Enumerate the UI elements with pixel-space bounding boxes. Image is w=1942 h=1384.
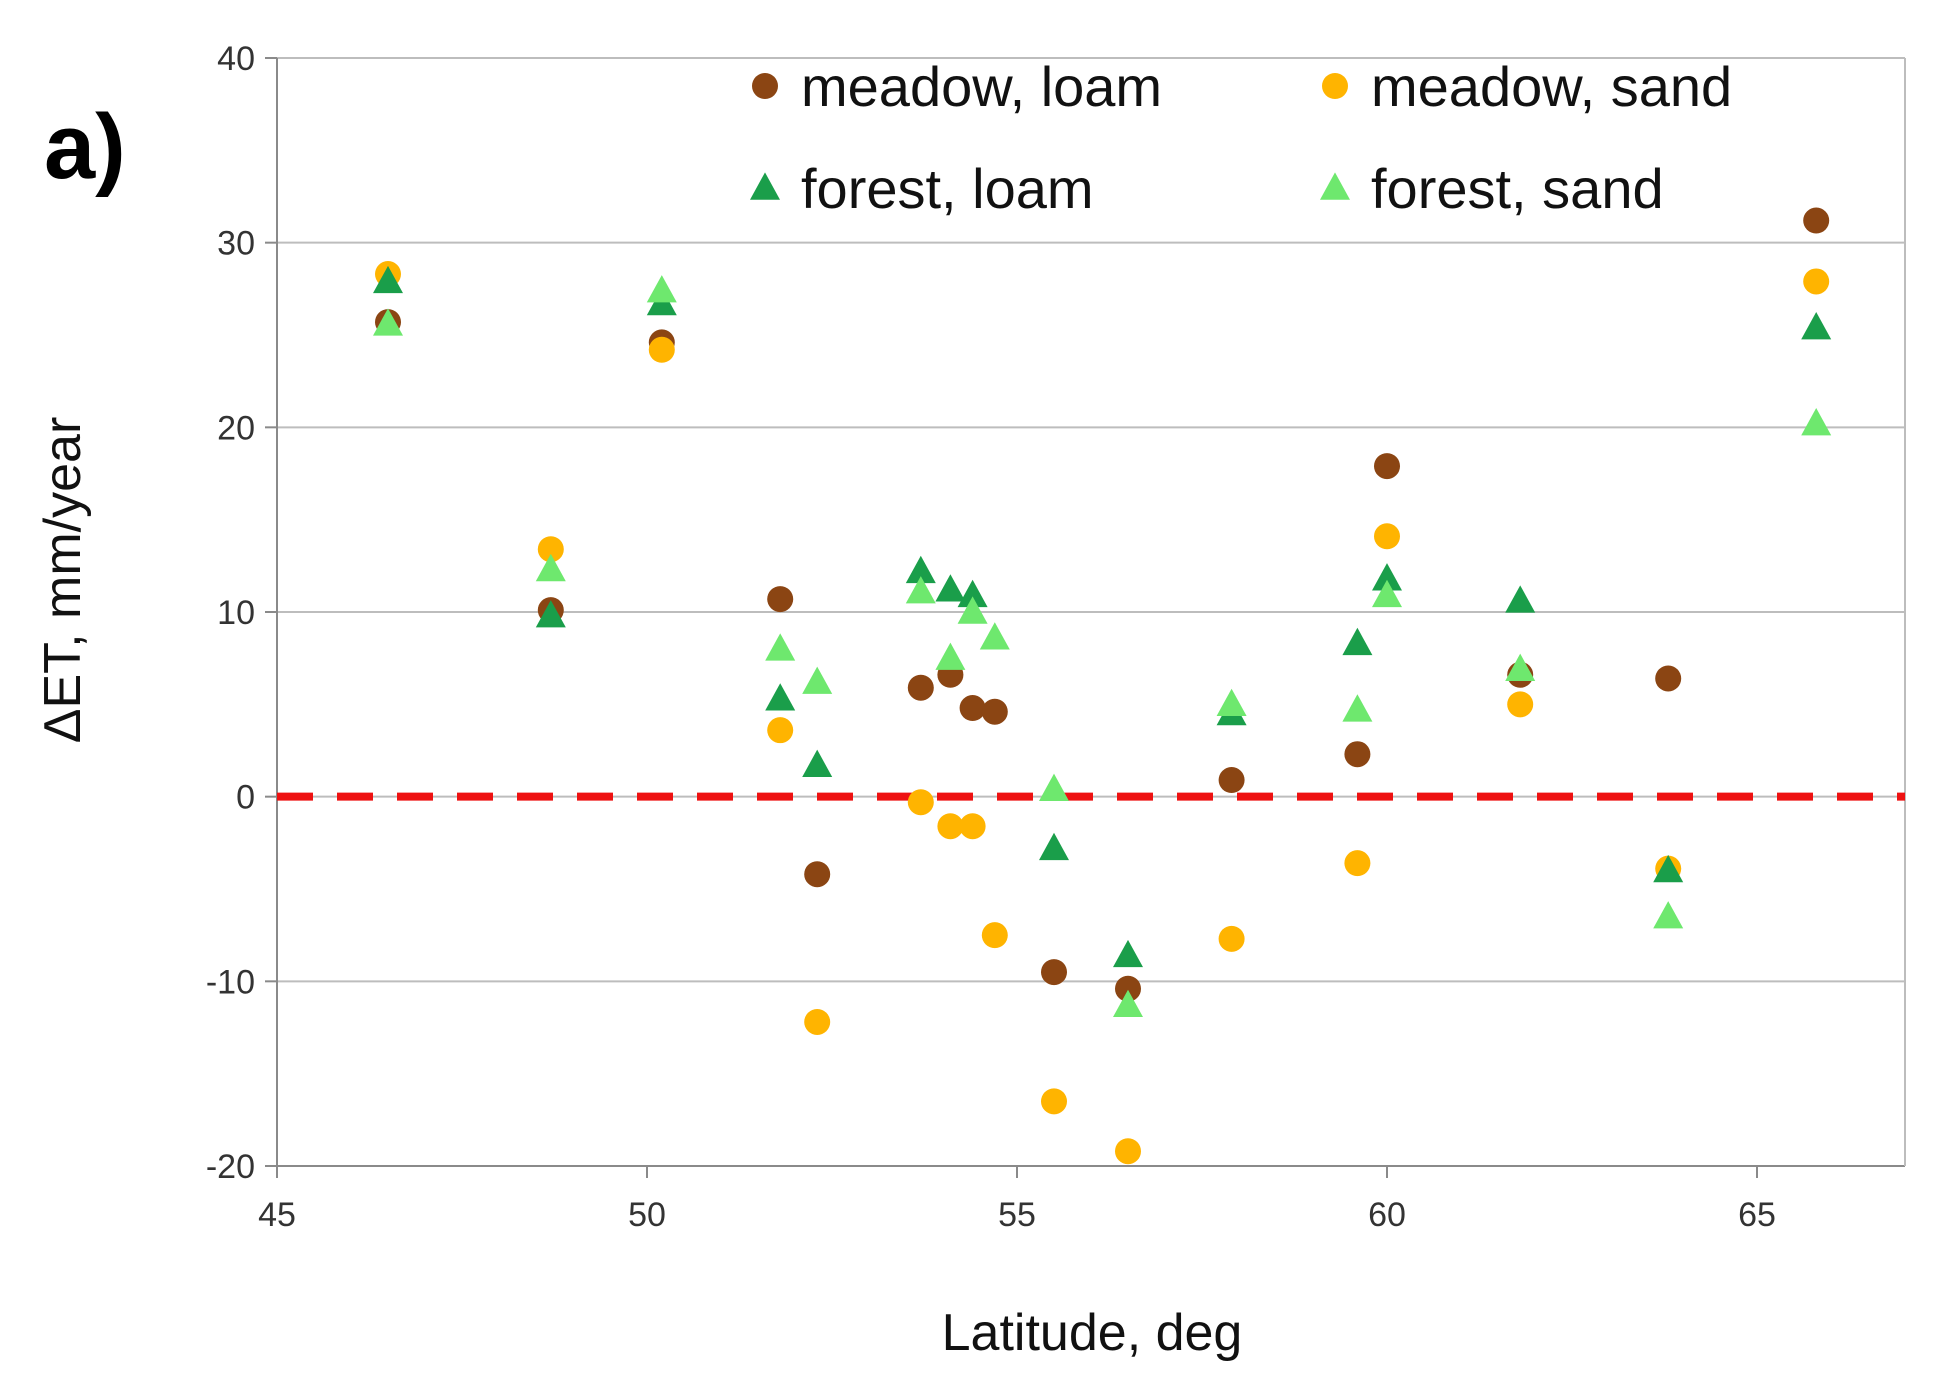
- circle-point: [981, 922, 1008, 949]
- circle-point: [1344, 741, 1371, 768]
- triangle-point: [373, 308, 403, 336]
- y-tick-label: 30: [217, 225, 255, 263]
- legend-item: forest, loam: [750, 157, 1094, 220]
- triangle-point: [1801, 312, 1832, 340]
- circle-point: [1041, 1088, 1067, 1115]
- triangle-point: [1113, 939, 1143, 968]
- legend: meadow, loam meadow, sand forest, loam fore…: [750, 55, 1732, 220]
- y-tick-label: 20: [217, 409, 255, 447]
- circle-point: [1655, 665, 1682, 692]
- circle-point: [1115, 1138, 1141, 1165]
- legend-label: forest, sand: [1371, 157, 1664, 220]
- circle-point: [907, 674, 934, 701]
- x-axis-title: Latitude, deg: [942, 1304, 1243, 1362]
- triangle-point: [1039, 773, 1069, 801]
- x-tick-label: 45: [258, 1196, 296, 1234]
- triangle-point: [905, 555, 936, 584]
- legend-label: forest, loam: [801, 157, 1094, 220]
- triangle-point: [1653, 901, 1684, 929]
- triangle-point: [1801, 408, 1832, 436]
- circle-point: [1803, 268, 1830, 295]
- triangle-point: [802, 666, 833, 694]
- triangle-point: [935, 642, 966, 670]
- legend-item: forest, sand: [1320, 157, 1664, 220]
- circle-point: [1115, 975, 1141, 1002]
- axes: [265, 57, 1906, 1178]
- circle-point: [1374, 453, 1400, 480]
- circle-point: [767, 586, 794, 613]
- legend-triangle-marker: [1320, 172, 1350, 200]
- circle-point: [1507, 691, 1534, 718]
- circle-point: [907, 789, 934, 816]
- data-points: [373, 207, 1832, 1165]
- series-0: [375, 207, 1830, 1002]
- tick-labels: -20 -10 0 10 20 30 40 45 50 55 60 65: [206, 40, 1776, 1234]
- legend-triangle-marker: [750, 172, 780, 200]
- triangle-point: [979, 622, 1010, 650]
- triangle-point: [1342, 627, 1373, 656]
- triangle-point: [1216, 688, 1247, 717]
- circle-point: [1218, 925, 1245, 952]
- triangle-point: [535, 600, 566, 628]
- y-tick-label: -20: [206, 1148, 255, 1186]
- triangle-point: [646, 275, 677, 303]
- legend-circle-marker: [752, 73, 778, 99]
- triangle-point: [373, 265, 403, 294]
- triangle-point: [957, 596, 988, 624]
- circle-point: [1344, 850, 1371, 877]
- circle-point: [537, 536, 564, 563]
- x-tick-label: 65: [1738, 1196, 1776, 1234]
- legend-item: meadow, sand: [1322, 55, 1732, 118]
- circle-point: [1041, 959, 1067, 986]
- circle-point: [959, 695, 986, 722]
- gridlines: [277, 57, 1905, 1167]
- legend-item: meadow, loam: [752, 55, 1162, 118]
- y-tick-label: -10: [206, 963, 255, 1001]
- circle-point: [959, 813, 986, 840]
- triangle-point: [1505, 585, 1536, 613]
- circle-point: [1218, 767, 1245, 794]
- triangle-point: [905, 576, 936, 604]
- triangle-point: [1113, 989, 1143, 1018]
- triangle-point: [1505, 653, 1536, 681]
- legend-circle-marker: [1322, 73, 1348, 99]
- circle-point: [937, 813, 964, 840]
- triangle-point: [1372, 563, 1402, 591]
- triangle-point: [802, 749, 833, 777]
- x-tick-label: 50: [628, 1196, 666, 1234]
- triangle-point: [1653, 854, 1684, 883]
- triangle-point: [1039, 832, 1069, 861]
- series-3: [373, 275, 1832, 1018]
- triangle-point: [1372, 579, 1402, 608]
- circle-point: [804, 1008, 831, 1035]
- triangle-point: [1342, 694, 1373, 722]
- y-axis-title: ΔET, mm/year: [34, 417, 92, 744]
- x-tick-label: 55: [998, 1196, 1036, 1234]
- triangle-point: [765, 683, 796, 711]
- circle-point: [1803, 207, 1830, 234]
- series-2: [373, 265, 1832, 968]
- y-tick-label: 0: [236, 779, 255, 817]
- series-1: [375, 261, 1830, 1165]
- circle-point: [648, 336, 675, 363]
- y-tick-label: 10: [217, 594, 255, 632]
- panel-label: a): [44, 96, 126, 198]
- circle-point: [767, 717, 794, 744]
- triangle-point: [957, 579, 988, 608]
- circle-point: [1374, 523, 1400, 550]
- circle-point: [804, 861, 831, 888]
- y-tick-label: 40: [217, 40, 255, 78]
- circle-point: [981, 698, 1008, 725]
- triangle-point: [535, 553, 566, 582]
- legend-label: meadow, loam: [801, 55, 1162, 118]
- triangle-point: [765, 633, 796, 661]
- x-tick-label: 60: [1368, 1196, 1406, 1234]
- legend-label: meadow, sand: [1371, 55, 1732, 118]
- triangle-point: [935, 574, 966, 602]
